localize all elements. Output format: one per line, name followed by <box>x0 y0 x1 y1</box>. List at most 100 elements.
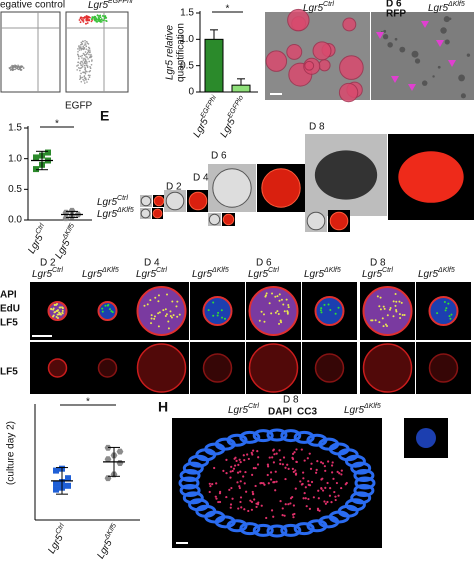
data-point <box>53 486 59 493</box>
cell-dot <box>80 60 83 63</box>
cell-dot <box>111 311 114 314</box>
cell-dot <box>302 471 305 474</box>
cell-dot <box>303 492 306 495</box>
genotype-label: Lgr5Ctrl <box>362 267 393 279</box>
cell-dot <box>287 306 290 309</box>
cell-dot <box>209 485 212 488</box>
organoid <box>140 195 152 207</box>
cell-dot <box>295 460 298 464</box>
cell-dot <box>82 17 85 19</box>
genotype-label-sup: ΔKlf5 <box>323 267 341 274</box>
cell-dot <box>331 471 334 474</box>
cell-dot <box>52 307 55 310</box>
cell-dot <box>15 67 18 69</box>
cell-dot <box>395 308 398 311</box>
genotype-label-sup: ΔKlf5 <box>363 403 381 410</box>
flow-title-base: Lgr5 <box>88 0 108 11</box>
cell-dot <box>260 310 263 313</box>
cell-dot <box>310 462 313 465</box>
cell-dot <box>89 55 92 57</box>
genotype-label-base: Lgr5 <box>97 197 117 208</box>
panel-letter: H <box>158 399 168 415</box>
cell-dot <box>85 19 88 22</box>
cell-dot <box>378 321 381 324</box>
cell-dot <box>108 308 111 311</box>
cell-dot <box>166 293 169 296</box>
cell-dot <box>386 325 389 328</box>
cell-dot <box>338 472 341 475</box>
dapi-crypt <box>182 491 204 505</box>
cell-dot <box>84 22 87 25</box>
cell-dot <box>53 303 56 306</box>
x-tick-label-base: Lgr5 <box>95 537 115 560</box>
cell-dot <box>238 486 241 490</box>
stain-label: EdU <box>0 304 20 315</box>
cell-dot <box>306 457 309 460</box>
cell-dot <box>86 17 89 20</box>
cell-dot <box>274 489 277 492</box>
cell-dot <box>76 65 78 67</box>
cell-dot <box>221 316 224 319</box>
cell-dot <box>215 497 218 500</box>
cell-dot <box>443 300 446 303</box>
cell-dot <box>9 69 12 71</box>
cell-dot <box>229 506 232 509</box>
cell-dot <box>282 303 285 306</box>
cell-dot <box>101 307 104 310</box>
cell-dot <box>85 64 88 67</box>
cell-dot <box>214 495 217 498</box>
cell-dot <box>291 456 294 459</box>
genotype-label-sup: Ctrl <box>52 267 63 274</box>
organoid <box>165 191 185 211</box>
y-tick-label: 1.0 <box>180 34 194 45</box>
day-label: D 4 <box>193 173 209 184</box>
cell-dot <box>167 320 170 323</box>
cell-dot <box>207 309 210 312</box>
data-point <box>104 456 112 463</box>
cell-dot <box>225 472 228 475</box>
genotype-label-base: Lgr5 <box>304 269 324 280</box>
cell-dot <box>319 309 322 312</box>
cell-dot <box>103 15 106 18</box>
cell-dot <box>263 320 266 323</box>
organoid <box>460 93 466 99</box>
organoid <box>432 75 435 78</box>
cell-dot <box>247 457 250 461</box>
cell-dot <box>61 309 64 312</box>
cell-dot <box>99 16 102 19</box>
organoid <box>304 60 315 71</box>
dapi-crypt <box>266 428 288 442</box>
cell-dot <box>231 469 234 473</box>
arrowhead <box>421 21 429 28</box>
genotype-label-base: Lgr5 <box>192 269 212 280</box>
cell-dot <box>400 301 403 304</box>
cell-dot <box>283 514 286 517</box>
cell-dot <box>323 500 326 503</box>
cell-dot <box>162 309 165 312</box>
cell-dot <box>287 503 290 506</box>
cell-dot <box>81 76 84 79</box>
cell-dot <box>157 300 160 303</box>
flow-plot <box>65 11 129 93</box>
dapi-crypt <box>306 519 328 533</box>
organoid <box>339 55 364 80</box>
cell-dot <box>273 481 276 484</box>
genotype-label-base: Lgr5 <box>32 269 52 280</box>
cell-dot <box>326 500 329 504</box>
data-point <box>68 207 76 214</box>
cell-dot <box>292 470 295 474</box>
cell-dot <box>79 77 82 80</box>
cell-dot <box>280 321 283 324</box>
cell-dot <box>83 61 86 63</box>
cell-dot <box>78 46 80 48</box>
dapi-crypt <box>239 430 261 444</box>
cell-dot <box>308 452 311 455</box>
cell-dot <box>169 315 172 318</box>
cell-dot <box>79 62 82 65</box>
cell-dot <box>337 494 340 497</box>
cell-dot <box>392 315 395 318</box>
cell-dot <box>312 496 315 499</box>
cell-dot <box>280 298 283 301</box>
cell-dot <box>83 71 85 74</box>
cell-dot <box>77 64 79 66</box>
